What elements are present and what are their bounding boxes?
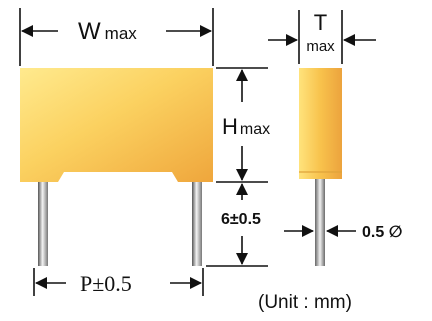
right-lead xyxy=(192,170,202,266)
width-label-sub: max xyxy=(105,24,138,43)
lead-arrow-down-icon xyxy=(236,253,248,265)
h-arrow-up-icon xyxy=(236,69,248,81)
t-arrow-right-icon xyxy=(286,34,298,46)
unit-note: (Unit : mm) xyxy=(258,292,352,313)
w-arrow-right-icon xyxy=(200,25,212,37)
side-lead xyxy=(315,178,325,266)
lead-diameter-label: 0.5 ∅ xyxy=(362,224,402,241)
thickness-label-sub: max xyxy=(306,38,335,55)
width-label-main: W xyxy=(78,18,101,45)
p-arrow-left-icon xyxy=(35,277,47,289)
dia-arrow-left-icon xyxy=(326,225,338,237)
lead-arrow-up-icon xyxy=(236,183,248,195)
p-arrow-right-icon xyxy=(190,277,202,289)
height-label-sub: max xyxy=(240,121,270,138)
pitch-label: P±0.5 xyxy=(80,271,132,296)
dia-arrow-right-icon xyxy=(302,225,314,237)
h-arrow-down-icon xyxy=(236,169,248,181)
left-lead xyxy=(38,170,48,266)
t-arrow-left-icon xyxy=(343,34,355,46)
w-arrow-left-icon xyxy=(21,25,33,37)
height-label-main: H xyxy=(222,114,238,139)
capacitor-body-front xyxy=(20,68,213,182)
lead-length-label: 6±0.5 xyxy=(221,211,261,228)
thickness-label-main: T xyxy=(314,10,327,35)
capacitor-body-side xyxy=(299,68,342,179)
